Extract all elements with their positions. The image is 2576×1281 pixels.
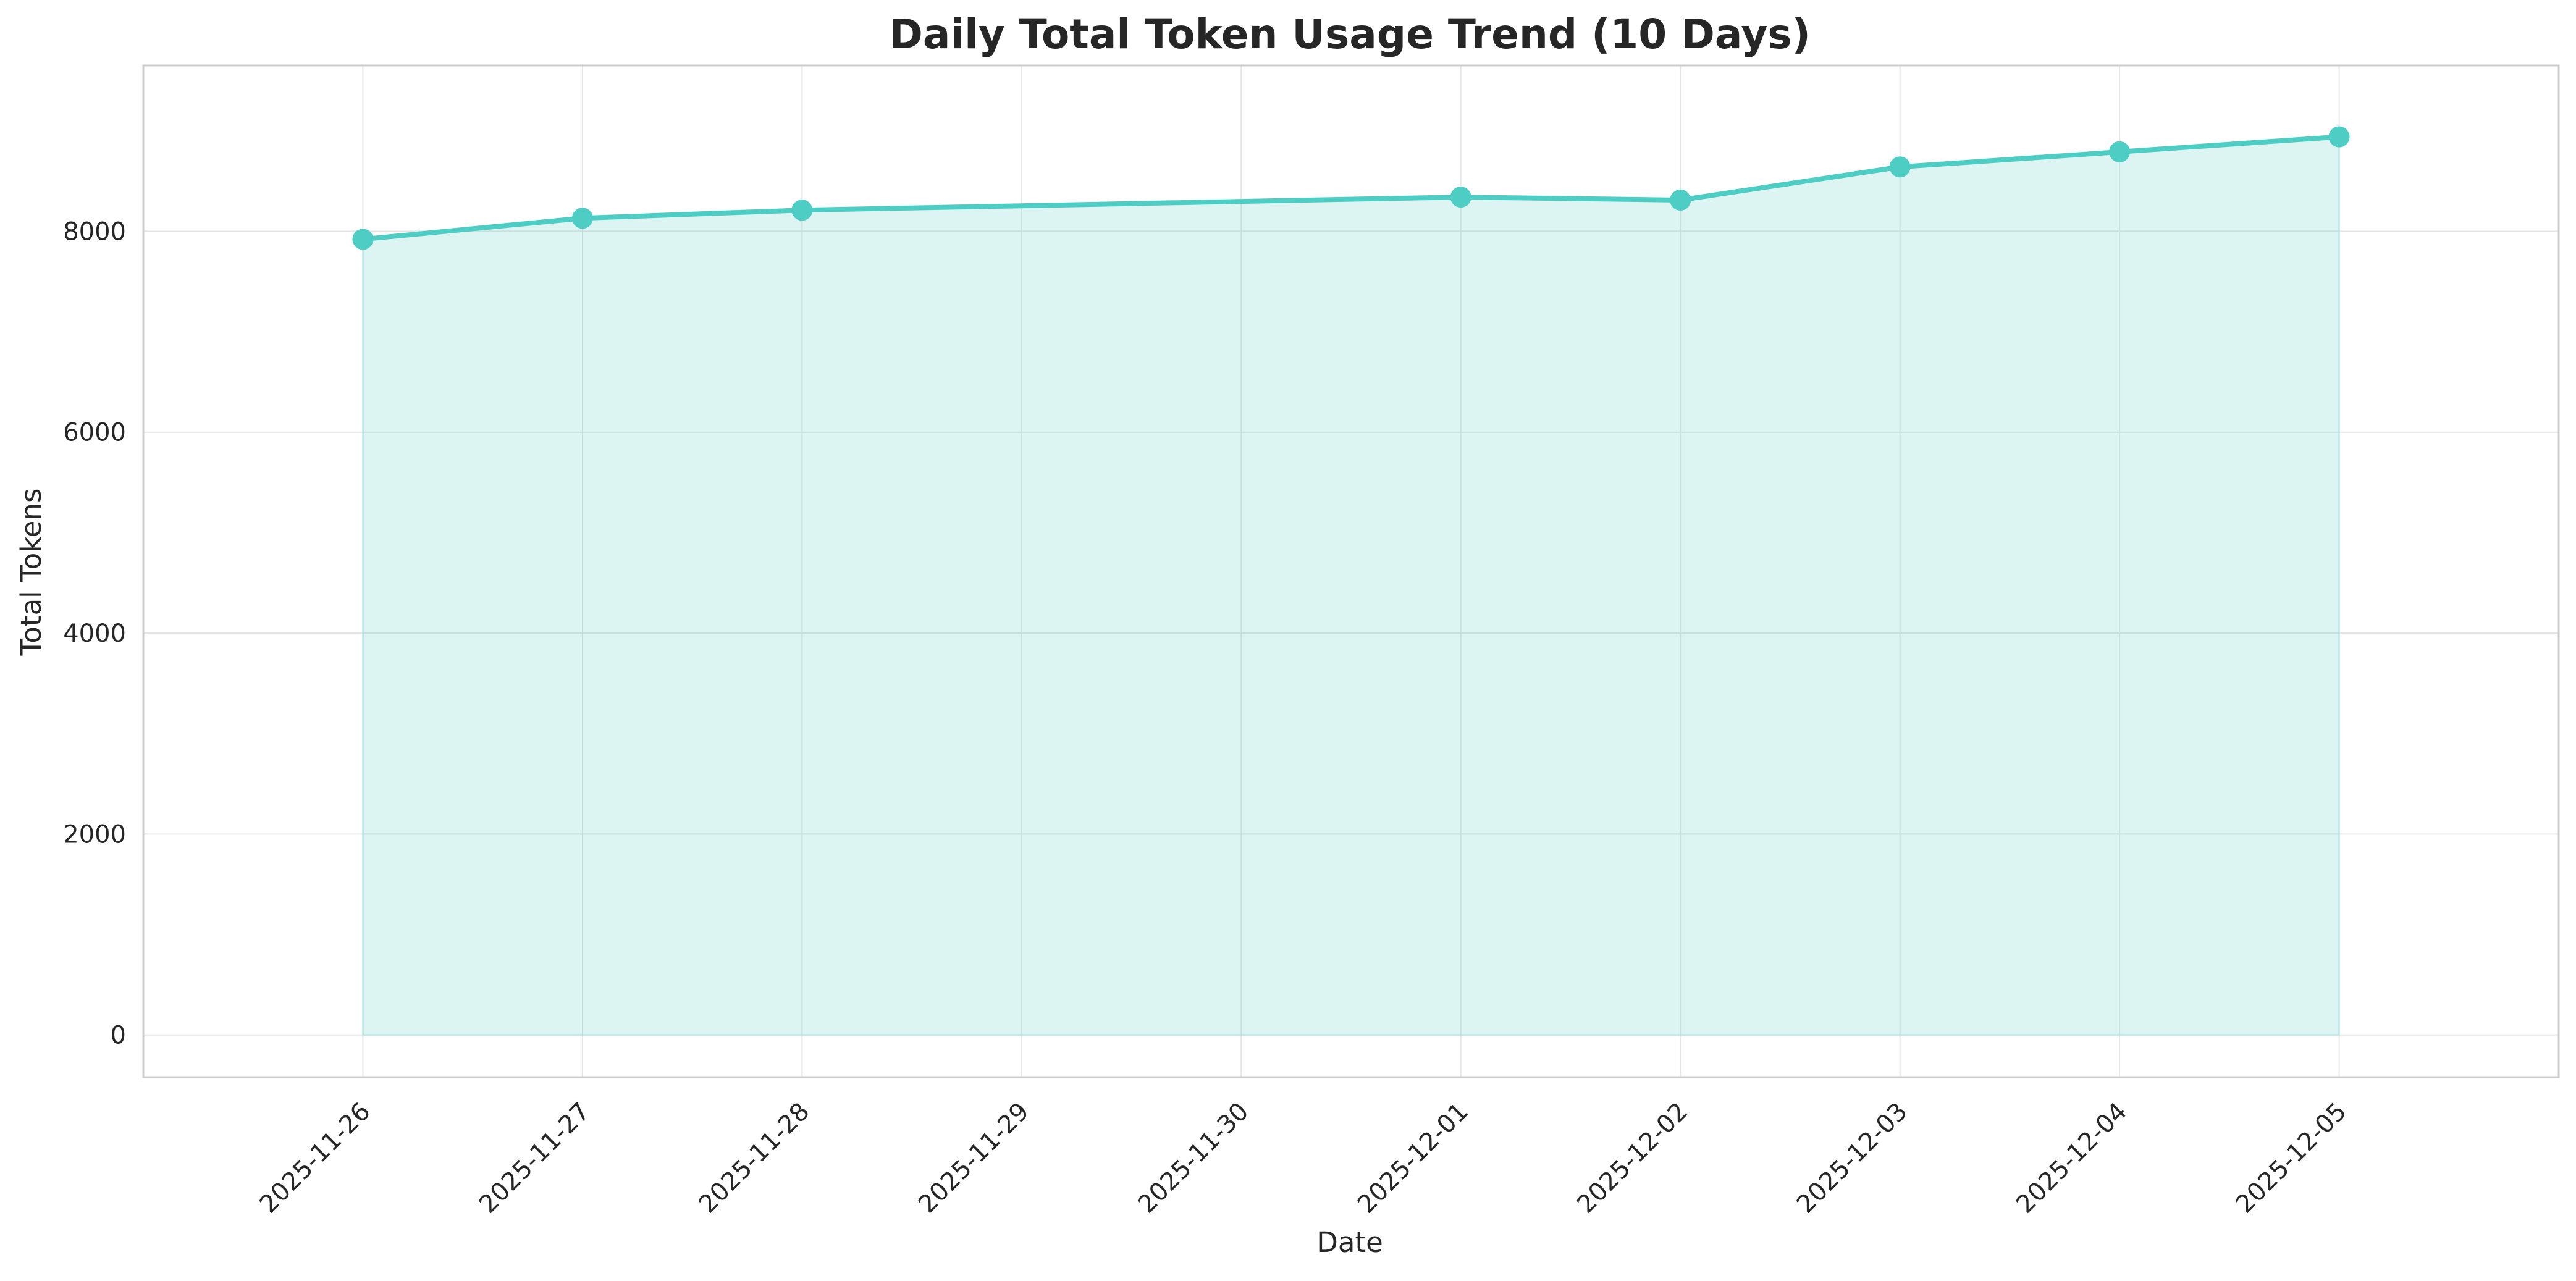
data-point (1889, 156, 1911, 178)
y-axis-label: Total Tokens (15, 489, 48, 657)
plot-frame (142, 64, 2560, 1078)
y-tick-labels: 0 2000 4000 6000 8000 (63, 217, 126, 1049)
y-tick-label: 8000 (63, 217, 126, 246)
y-tick-label: 6000 (63, 419, 126, 447)
grid-lines (143, 65, 2559, 1077)
series-line (360, 134, 2342, 242)
y-tick-label: 2000 (63, 820, 126, 849)
x-axis-label: Date (1316, 1226, 1383, 1259)
data-point (2328, 126, 2350, 148)
data-point (791, 200, 813, 221)
series-line-layer (360, 134, 2342, 242)
y-tick-label: 0 (111, 1022, 126, 1050)
area-fill-layer (362, 136, 2340, 1036)
data-point (352, 229, 374, 250)
data-markers (352, 126, 2350, 250)
series-area (362, 136, 2340, 1036)
data-point (571, 208, 593, 229)
data-point (1450, 187, 1471, 208)
data-point (1670, 189, 1691, 211)
data-point (2109, 141, 2131, 162)
chart-title: Daily Total Token Usage Trend (10 Days) (889, 10, 1811, 58)
y-tick-label: 4000 (63, 620, 126, 648)
